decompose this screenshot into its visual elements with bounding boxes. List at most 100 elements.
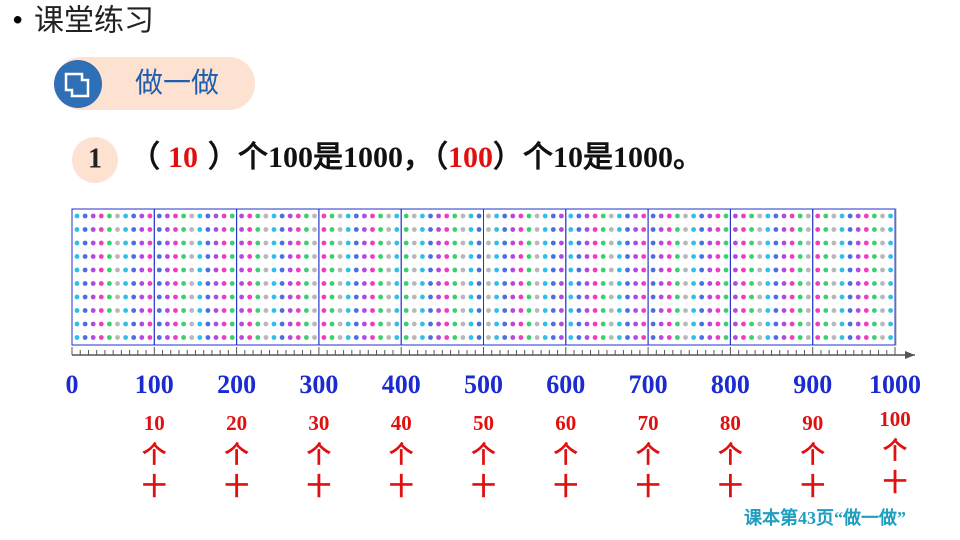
dot bbox=[749, 213, 754, 219]
dot bbox=[362, 294, 367, 300]
dot bbox=[733, 335, 738, 340]
dot bbox=[831, 308, 837, 313]
dot bbox=[863, 281, 869, 286]
dot bbox=[723, 308, 729, 313]
tens-unit: 个 bbox=[142, 442, 167, 469]
number-label: 0 bbox=[66, 370, 79, 399]
dot bbox=[156, 308, 162, 313]
dot bbox=[468, 227, 474, 232]
dot bbox=[666, 281, 672, 286]
dot bbox=[460, 227, 466, 232]
dot bbox=[650, 267, 656, 273]
dot bbox=[584, 213, 590, 219]
dot bbox=[518, 240, 524, 246]
dot bbox=[139, 254, 145, 259]
dot bbox=[863, 227, 869, 232]
dot bbox=[353, 335, 359, 340]
dot bbox=[147, 335, 153, 340]
dot bbox=[444, 240, 450, 246]
dot bbox=[773, 281, 779, 286]
tens-count: 10 bbox=[144, 411, 165, 435]
dot bbox=[658, 267, 664, 273]
dot bbox=[229, 294, 235, 300]
dot bbox=[403, 240, 409, 246]
dot bbox=[271, 213, 277, 219]
dot bbox=[863, 308, 869, 313]
dot bbox=[757, 308, 763, 313]
dot bbox=[197, 267, 203, 273]
tens-unit: 十 bbox=[225, 474, 249, 501]
dot bbox=[815, 308, 821, 313]
dot bbox=[550, 227, 556, 232]
dot bbox=[847, 254, 853, 259]
dot bbox=[394, 240, 400, 246]
dot bbox=[880, 267, 885, 273]
dot bbox=[625, 335, 630, 340]
dot bbox=[279, 335, 285, 340]
dot bbox=[295, 321, 301, 327]
dot bbox=[715, 254, 721, 259]
dot bbox=[123, 254, 128, 259]
dot bbox=[263, 308, 269, 313]
tens-unit: 十 bbox=[554, 474, 578, 501]
dot bbox=[641, 240, 647, 246]
dot bbox=[403, 254, 409, 259]
dot bbox=[691, 335, 696, 340]
dot bbox=[831, 294, 837, 300]
dot bbox=[526, 227, 532, 232]
answer: 100 bbox=[448, 141, 493, 174]
tens-unit: 个 bbox=[718, 442, 743, 469]
dot bbox=[345, 281, 351, 286]
dot bbox=[542, 294, 548, 300]
dot bbox=[468, 308, 474, 313]
dot bbox=[715, 321, 721, 327]
dot bbox=[321, 213, 327, 219]
dot bbox=[147, 294, 153, 300]
dot bbox=[247, 335, 253, 340]
dot bbox=[98, 240, 104, 246]
dot bbox=[460, 240, 466, 246]
dot bbox=[823, 294, 829, 300]
dot bbox=[165, 335, 170, 340]
dot bbox=[757, 213, 763, 219]
number-label: 900 bbox=[793, 370, 832, 399]
dot bbox=[699, 321, 705, 327]
dot bbox=[247, 227, 253, 232]
dot bbox=[90, 308, 96, 313]
dot bbox=[205, 308, 211, 313]
dot bbox=[757, 335, 763, 340]
dot bbox=[863, 254, 869, 259]
dot bbox=[568, 254, 574, 259]
dot bbox=[420, 308, 425, 313]
dot bbox=[741, 321, 746, 327]
dot bbox=[765, 281, 771, 286]
dot bbox=[666, 227, 672, 232]
dot bbox=[815, 240, 821, 246]
dot bbox=[757, 281, 763, 286]
dot bbox=[420, 240, 425, 246]
dot bbox=[534, 294, 540, 300]
dot bbox=[510, 308, 516, 313]
text-part: ）个100是1000，（ bbox=[208, 140, 448, 174]
dot bbox=[468, 294, 474, 300]
dot bbox=[444, 227, 450, 232]
dot bbox=[815, 254, 821, 259]
dot bbox=[229, 254, 235, 259]
dot bbox=[510, 254, 516, 259]
dot bbox=[131, 240, 137, 246]
dot bbox=[229, 267, 235, 273]
dot bbox=[287, 335, 293, 340]
dot bbox=[741, 227, 746, 232]
dot bbox=[271, 294, 277, 300]
dot bbox=[723, 254, 729, 259]
dot bbox=[789, 335, 795, 340]
dot bbox=[205, 213, 211, 219]
dot bbox=[329, 267, 335, 273]
dot bbox=[139, 267, 145, 273]
dot bbox=[773, 321, 779, 327]
dot bbox=[74, 227, 80, 232]
dot bbox=[189, 213, 195, 219]
dot bbox=[576, 281, 582, 286]
dot bbox=[666, 267, 672, 273]
dot bbox=[123, 281, 128, 286]
